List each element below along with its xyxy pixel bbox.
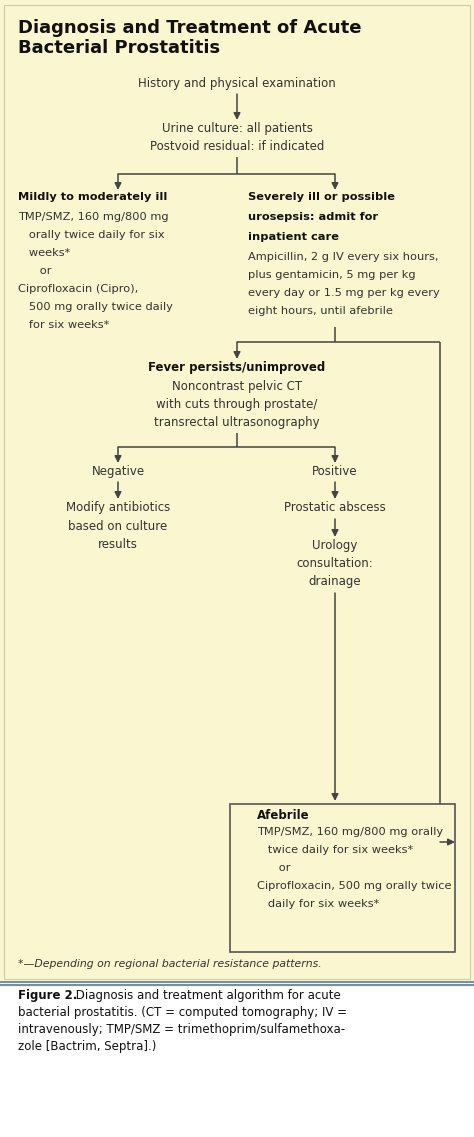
Text: with cuts through prostate/: with cuts through prostate/ xyxy=(156,398,318,410)
Text: weeks*: weeks* xyxy=(18,248,70,258)
Text: Severely ill or possible: Severely ill or possible xyxy=(248,192,395,202)
Text: Diagnosis and Treatment of Acute: Diagnosis and Treatment of Acute xyxy=(18,19,362,38)
Text: Urology: Urology xyxy=(312,539,358,551)
Text: twice daily for six weeks*: twice daily for six weeks* xyxy=(257,845,413,855)
Text: Bacterial Prostatitis: Bacterial Prostatitis xyxy=(18,39,220,57)
Text: bacterial prostatitis. (CT = computed tomography; IV =: bacterial prostatitis. (CT = computed to… xyxy=(18,1006,347,1019)
Text: plus gentamicin, 5 mg per kg: plus gentamicin, 5 mg per kg xyxy=(248,269,416,280)
Text: Noncontrast pelvic CT: Noncontrast pelvic CT xyxy=(172,380,302,393)
Text: eight hours, until afebrile: eight hours, until afebrile xyxy=(248,306,393,316)
Text: inpatient care: inpatient care xyxy=(248,232,339,242)
Text: transrectal ultrasonography: transrectal ultrasonography xyxy=(154,416,320,429)
Text: results: results xyxy=(98,538,138,551)
Text: Diagnosis and treatment algorithm for acute: Diagnosis and treatment algorithm for ac… xyxy=(72,989,341,1002)
Text: orally twice daily for six: orally twice daily for six xyxy=(18,230,164,240)
Text: 500 mg orally twice daily: 500 mg orally twice daily xyxy=(18,302,173,312)
Text: Fever persists/unimproved: Fever persists/unimproved xyxy=(148,362,326,374)
Text: or: or xyxy=(257,863,291,873)
Text: Modify antibiotics: Modify antibiotics xyxy=(66,501,170,514)
Text: intravenously; TMP/SMZ = trimethoprim/sulfamethoxa-: intravenously; TMP/SMZ = trimethoprim/su… xyxy=(18,1023,345,1036)
Text: Postvoid residual: if indicated: Postvoid residual: if indicated xyxy=(150,140,324,153)
Text: every day or 1.5 mg per kg every: every day or 1.5 mg per kg every xyxy=(248,288,440,298)
Text: Prostatic abscess: Prostatic abscess xyxy=(284,501,386,514)
Text: daily for six weeks*: daily for six weeks* xyxy=(257,899,379,908)
Text: Afebrile: Afebrile xyxy=(257,810,310,822)
Text: TMP/SMZ, 160 mg/800 mg orally: TMP/SMZ, 160 mg/800 mg orally xyxy=(257,827,443,837)
FancyBboxPatch shape xyxy=(230,804,455,952)
Text: drainage: drainage xyxy=(309,575,361,588)
Text: for six weeks*: for six weeks* xyxy=(18,319,109,330)
Text: consultation:: consultation: xyxy=(297,557,374,570)
Text: Urine culture: all patients: Urine culture: all patients xyxy=(162,122,312,135)
Text: *—Depending on regional bacterial resistance patterns.: *—Depending on regional bacterial resist… xyxy=(18,958,322,969)
Text: TMP/SMZ, 160 mg/800 mg: TMP/SMZ, 160 mg/800 mg xyxy=(18,211,169,222)
Text: Negative: Negative xyxy=(91,465,145,478)
Text: or: or xyxy=(18,266,52,276)
Text: Figure 2.: Figure 2. xyxy=(18,989,77,1002)
Text: based on culture: based on culture xyxy=(68,520,168,533)
Text: Mildly to moderately ill: Mildly to moderately ill xyxy=(18,192,167,202)
Text: Ampicillin, 2 g IV every six hours,: Ampicillin, 2 g IV every six hours, xyxy=(248,252,438,262)
Text: urosepsis: admit for: urosepsis: admit for xyxy=(248,211,378,222)
Bar xyxy=(0,987,474,1137)
Text: zole [Bactrim, Septra].): zole [Bactrim, Septra].) xyxy=(18,1040,156,1053)
Text: Ciprofloxacin (Cipro),: Ciprofloxacin (Cipro), xyxy=(18,284,138,294)
Text: Ciprofloxacin, 500 mg orally twice: Ciprofloxacin, 500 mg orally twice xyxy=(257,881,452,891)
Text: History and physical examination: History and physical examination xyxy=(138,77,336,90)
Text: Positive: Positive xyxy=(312,465,358,478)
